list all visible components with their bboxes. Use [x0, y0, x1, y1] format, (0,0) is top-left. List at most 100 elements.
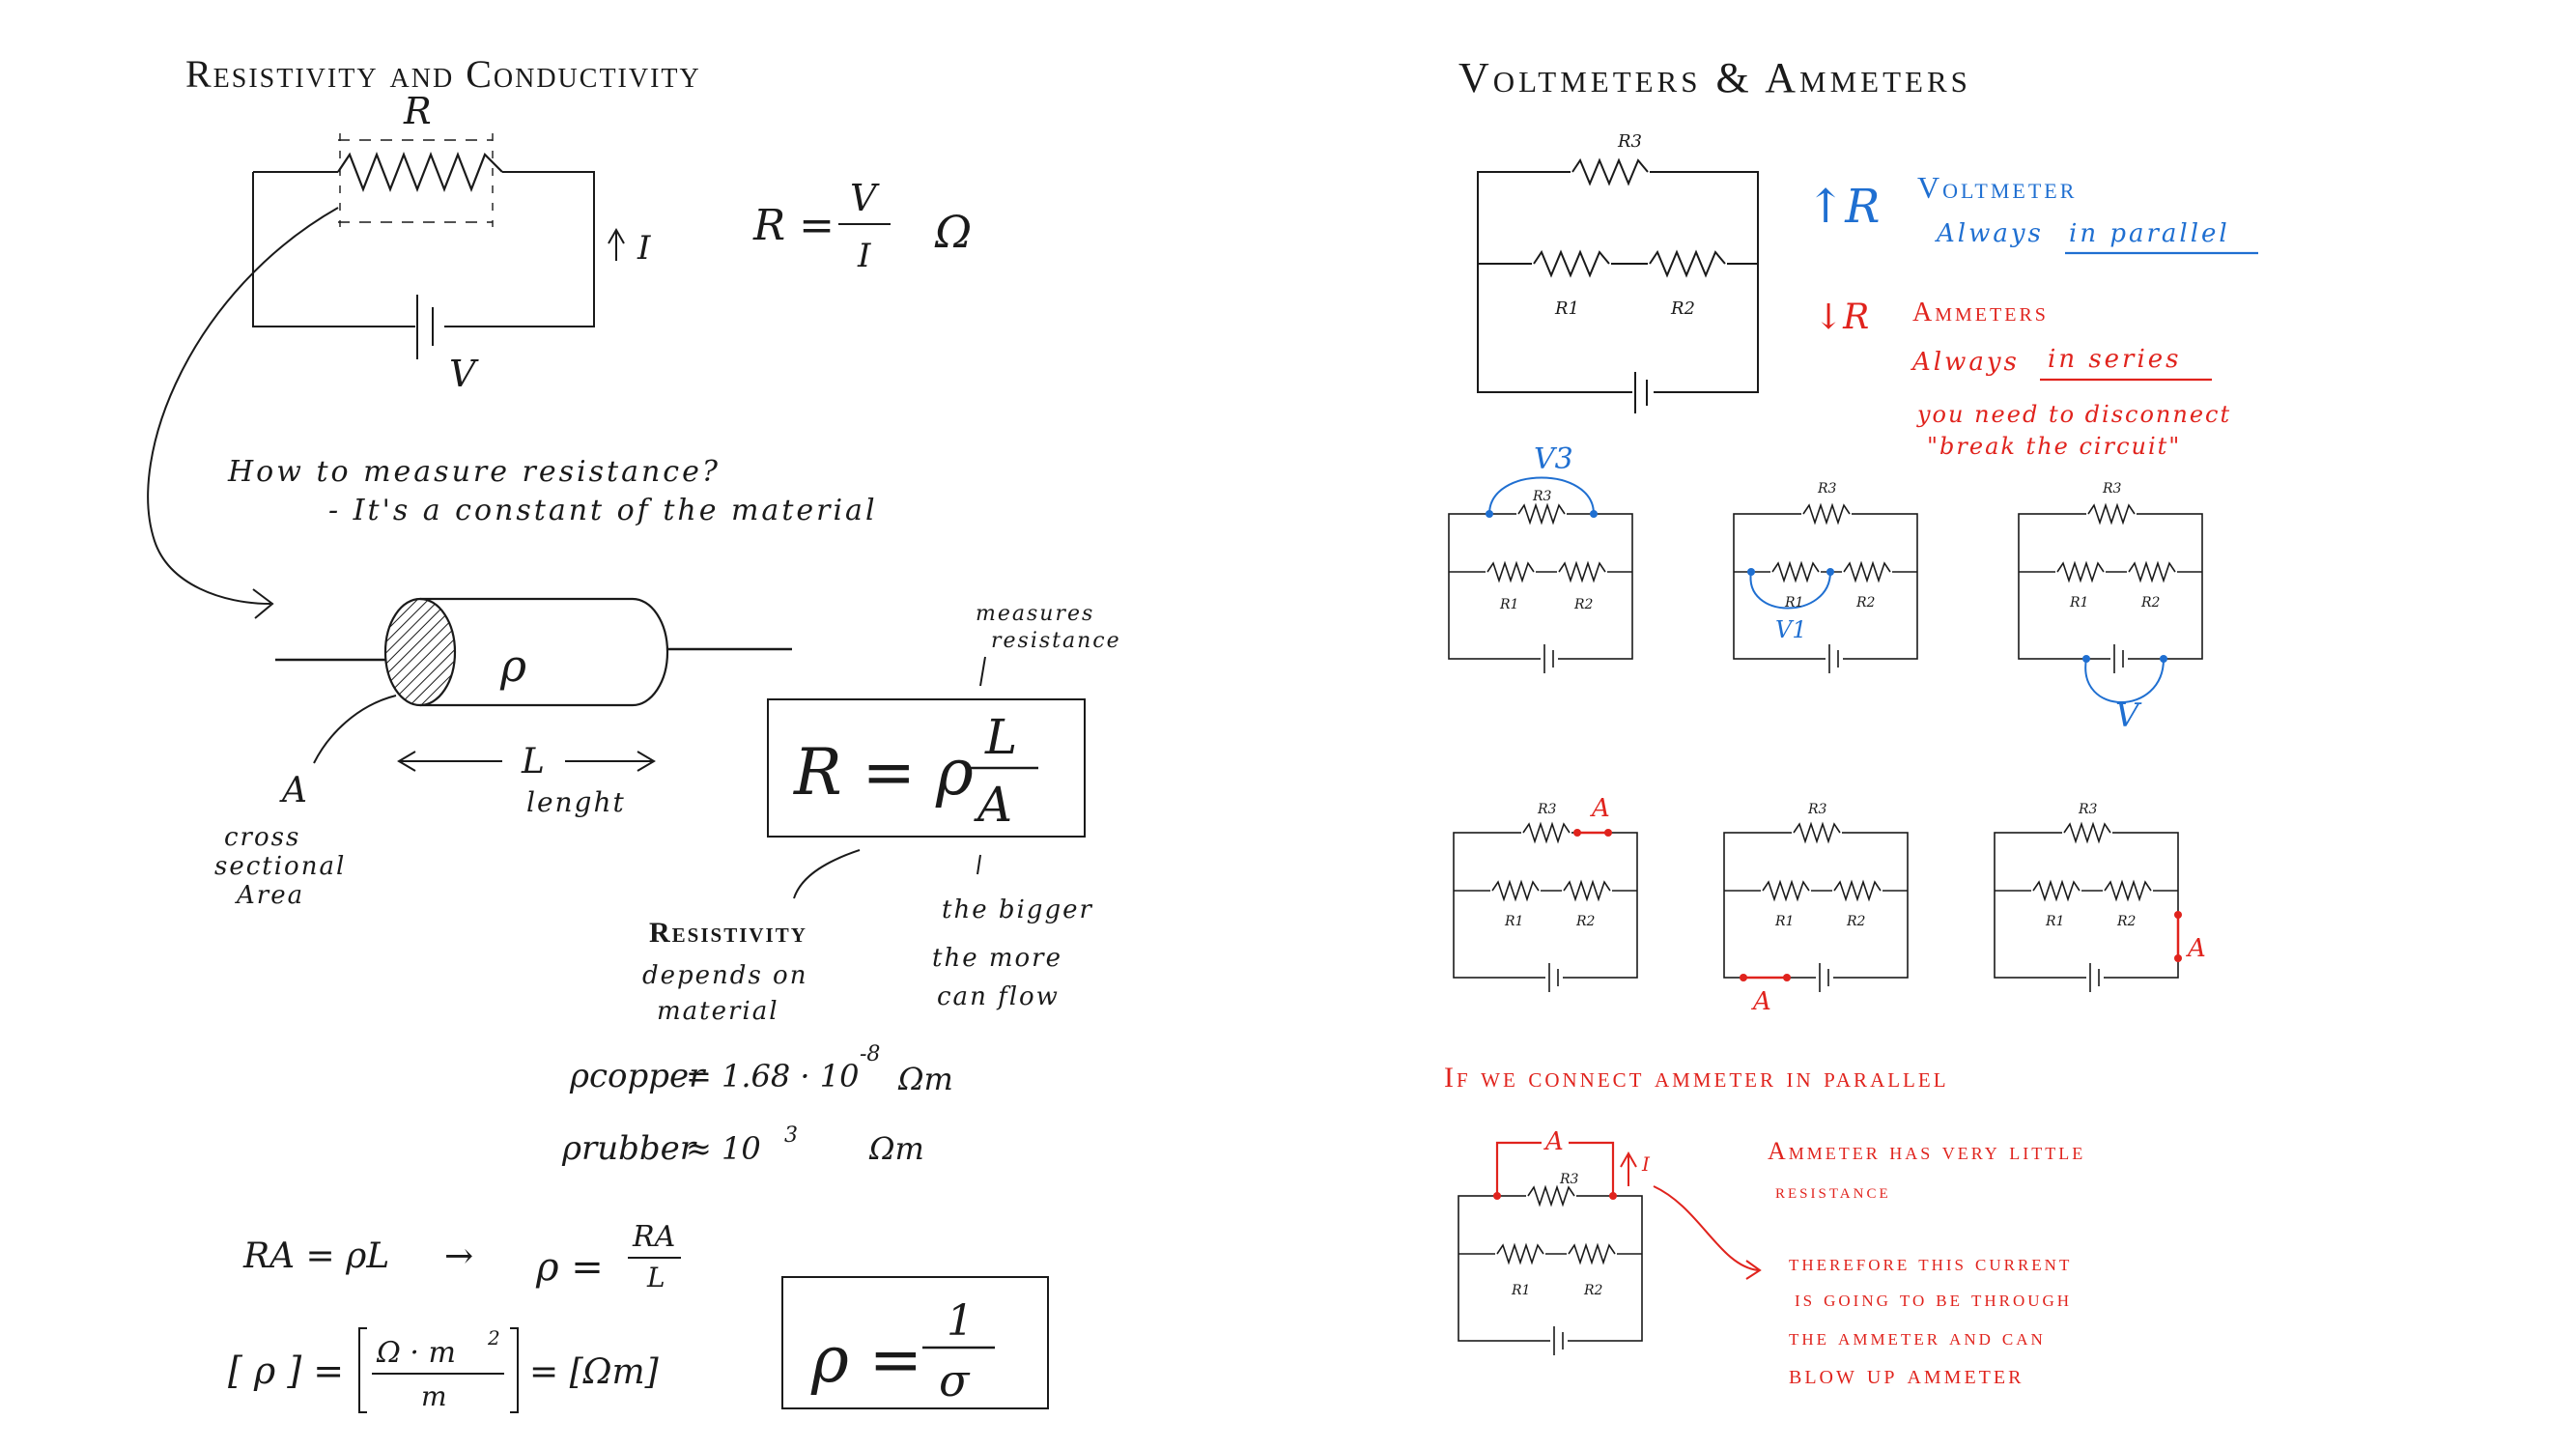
ammeter-note2: "break the circuit" — [1927, 433, 2181, 460]
answer-text: - It's a constant of the material — [328, 494, 878, 527]
ohms-law: R = V I Ω — [752, 177, 972, 275]
svg-text:R1: R1 — [2069, 595, 2088, 611]
rubber-exp: 3 — [784, 1123, 798, 1148]
ammeter-note1: you need to disconnect — [1916, 401, 2231, 428]
current-label: I — [637, 229, 651, 268]
warning-head: If we connect ammeter in parallel — [1444, 1062, 1949, 1094]
bigger-line3: can flow — [937, 982, 1060, 1011]
ammeter-parallel-circuit — [1458, 1134, 1642, 1355]
deriv-den: L — [646, 1262, 665, 1293]
warning-line6: blow up ammeter — [1789, 1360, 2024, 1390]
left-title: Resistivity and Conductivity — [185, 52, 701, 96]
main-r2-label: R2 — [1670, 298, 1695, 319]
svg-text:R2: R2 — [2140, 595, 2161, 611]
ammeter-example-side — [1995, 823, 2182, 992]
warning-r3-label: R3 — [1559, 1172, 1579, 1187]
svg-text:m: m — [421, 1380, 447, 1412]
copper-label: ρcopper — [569, 1057, 706, 1095]
probe-v1: V1 — [1775, 616, 1807, 643]
voltmeter-example-battery — [2019, 504, 2202, 703]
probe-a-r3: A — [1590, 794, 1610, 823]
svg-text:R = ρ: R = ρ — [793, 735, 974, 810]
warning-line3: therefore this current — [1789, 1251, 2072, 1276]
svg-text:[ ρ ] =: [ ρ ] = — [228, 1350, 344, 1392]
area-label: A — [279, 771, 307, 810]
probe-v: V — [2115, 696, 2142, 735]
area-caption-3: Area — [235, 881, 304, 910]
ammeter-example-bottom — [1724, 823, 1908, 992]
svg-text:R3: R3 — [2078, 802, 2098, 817]
svg-text:2: 2 — [487, 1326, 500, 1350]
svg-text:A: A — [974, 777, 1012, 833]
svg-text:R2: R2 — [1573, 597, 1594, 612]
probe-a-side: A — [2186, 934, 2206, 963]
svg-text:R2: R2 — [1855, 595, 1876, 611]
conductor-cylinder — [275, 597, 792, 764]
svg-text:1: 1 — [947, 1296, 974, 1346]
measures-note-2: resistance — [991, 629, 1121, 653]
main-r3-label: R3 — [1617, 131, 1642, 152]
warning-arrow — [1653, 1185, 1759, 1271]
ammeter-example-r3 — [1454, 823, 1637, 992]
probe-v3: V3 — [1534, 442, 1573, 476]
svg-text:R1: R1 — [1784, 595, 1803, 611]
warning-line1: Ammeter has very little — [1768, 1137, 2085, 1165]
svg-text:R3: R3 — [1532, 489, 1552, 504]
length-caption: lenght — [526, 786, 626, 818]
rubber-label: ρrubber — [561, 1129, 697, 1168]
main-r1-label: R1 — [1554, 298, 1579, 319]
svg-text:R2: R2 — [1575, 914, 1596, 929]
ammeter-symbol: ↓R — [1814, 298, 1869, 337]
curved-arrow — [147, 207, 339, 605]
warning-i-label: I — [1641, 1152, 1651, 1176]
svg-text:R1: R1 — [2045, 914, 2064, 929]
length-label: L — [521, 742, 545, 781]
svg-text:R2: R2 — [1846, 914, 1866, 929]
voltmeter-always: Always — [1935, 219, 2044, 248]
main-parallel-circuit — [1477, 157, 1759, 413]
area-caption-1: cross — [224, 823, 300, 852]
conductivity-box: ρ = 1 σ — [781, 1276, 1049, 1409]
ammeter-head: Ammeters — [1912, 298, 2049, 327]
warning-line4: is going to be through — [1795, 1287, 2072, 1312]
ammeter-always: Always — [1911, 348, 2020, 377]
voltage-label: V — [449, 353, 479, 395]
warning-a-label: A — [1543, 1127, 1564, 1156]
resistivity-line1: depends on — [642, 961, 807, 990]
svg-text:R1: R1 — [1504, 914, 1523, 929]
svg-text:R =: R = — [752, 201, 835, 250]
cross-section — [383, 597, 457, 707]
svg-text:R1: R1 — [1774, 914, 1794, 929]
voltmeter-head: Voltmeter — [1917, 170, 2077, 205]
svg-text:R1: R1 — [1499, 597, 1518, 612]
copper-exp: -8 — [860, 1042, 880, 1066]
svg-text:V: V — [850, 177, 880, 219]
svg-text:ρ =: ρ = — [810, 1322, 922, 1397]
deriv-arrow: → — [444, 1236, 473, 1276]
rho-label: ρ — [499, 639, 526, 692]
resistor-symbol — [337, 151, 503, 193]
voltmeter-example-r3 — [1449, 476, 1632, 674]
rubber-value: ≈ 10 — [686, 1130, 761, 1167]
svg-text:L: L — [984, 709, 1017, 765]
area-caption-2: sectional — [214, 852, 346, 881]
small-circuit-labels: R3 R1 R2 R3 R1 R2 R3 R1 R2 R3 R1 R2 R3 R… — [1499, 481, 2161, 929]
copper-unit: Ωm — [897, 1061, 953, 1097]
warning-line2: resistance — [1775, 1179, 1891, 1203]
resistor-label: R — [403, 90, 432, 132]
probe-a-bottom: A — [1751, 987, 1771, 1016]
svg-text:R3: R3 — [1807, 802, 1827, 817]
svg-text:σ: σ — [939, 1354, 971, 1406]
svg-text:I: I — [857, 237, 871, 275]
svg-text:Ω · m: Ω · m — [376, 1336, 456, 1370]
voltmeter-example-r1 — [1734, 504, 1917, 673]
warning-r1-label: R1 — [1511, 1283, 1530, 1298]
deriv-rhs: RA = ρL — [242, 1236, 389, 1276]
voltmeter-symbol: ↑R — [1806, 180, 1880, 234]
deriv-rho: ρ = — [535, 1245, 604, 1290]
right-title: Voltmeters & Ammeters — [1458, 54, 1971, 101]
warning-r2-label: R2 — [1583, 1283, 1603, 1298]
resistivity-line2: material — [657, 997, 779, 1026]
svg-text:R3: R3 — [1817, 481, 1837, 497]
